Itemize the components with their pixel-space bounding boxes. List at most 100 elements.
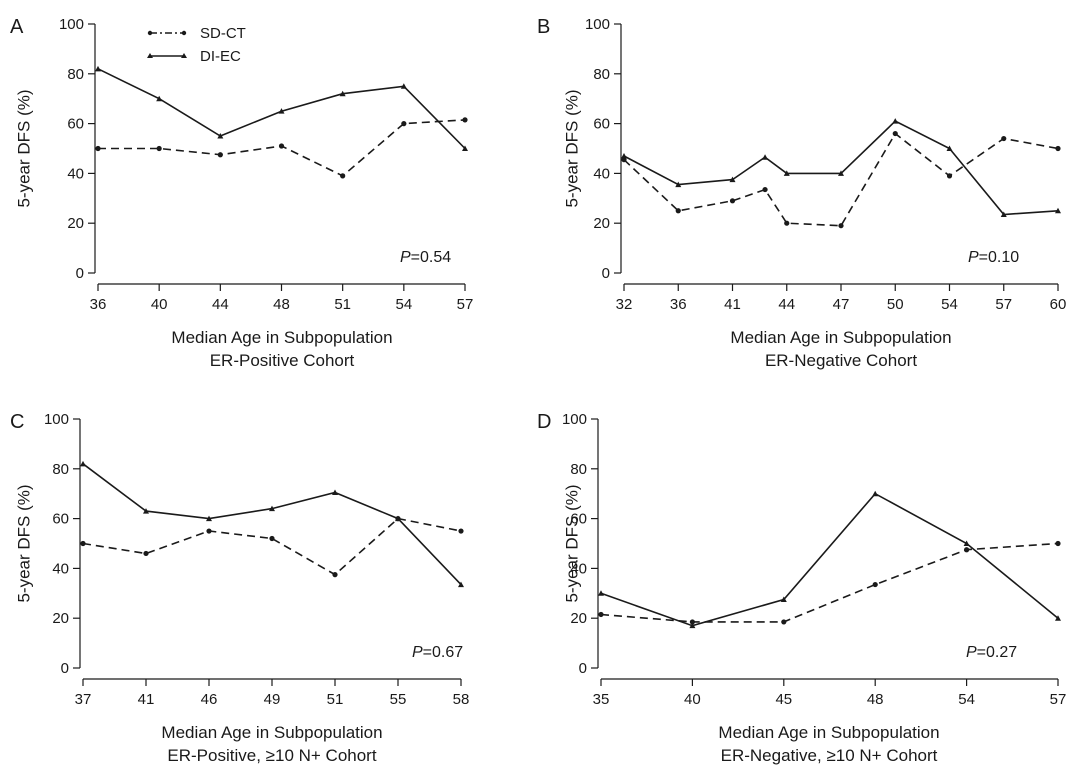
x-tick-label: 32 — [616, 296, 633, 313]
series-line-di-ec — [623, 120, 1059, 216]
y-axis-title: 5-year DFS (%) — [562, 89, 581, 207]
data-point-di-ec — [946, 145, 953, 151]
y-tick-label: 40 — [67, 165, 84, 182]
x-tick-label: 48 — [273, 296, 290, 313]
data-point-sd-ct — [401, 121, 407, 127]
x-tick-label: 47 — [833, 296, 850, 313]
data-point-di-ec — [1055, 207, 1061, 214]
data-point-di-ec — [458, 581, 464, 588]
y-tick-label: 20 — [570, 610, 587, 627]
x-tick-label: 51 — [327, 691, 344, 708]
data-point-di-ec — [892, 118, 899, 124]
x-axis-title-line-2: ER-Positive, ≥10 N+ Cohort — [167, 746, 376, 765]
x-tick-label: 40 — [151, 296, 168, 313]
x-axis-title-line-2: ER-Negative Cohort — [765, 351, 917, 370]
panel-c: C 0 20 40 60 80 100 37 41 46 49 51 55 58 5-year DFS (%… — [10, 411, 469, 765]
p-value-annotation: P=0.54 — [400, 249, 451, 266]
y-tick-label: 0 — [602, 265, 610, 282]
x-axis-title-line-2: ER-Positive Cohort — [210, 351, 355, 370]
data-point-sd-ct — [332, 572, 338, 578]
data-point-sd-ct — [729, 198, 736, 204]
x-tick-label: 54 — [941, 296, 958, 313]
x-tick-label: 54 — [395, 296, 412, 313]
series-line-sd-ct — [600, 542, 1059, 623]
y-tick-label: 60 — [593, 116, 610, 133]
data-point-sd-ct — [206, 528, 212, 534]
data-point-di-ec — [269, 505, 275, 512]
data-point-sd-ct — [946, 173, 953, 179]
legend-marker-sd-ct-right — [181, 30, 187, 36]
data-point-di-ec — [395, 515, 401, 522]
panel-letter: A — [10, 16, 24, 38]
x-tick-label: 58 — [453, 691, 470, 708]
y-tick-label: 60 — [570, 511, 587, 528]
data-point-di-ec — [206, 515, 212, 522]
y-tick-label: 0 — [579, 660, 587, 677]
panel-letter: B — [537, 16, 550, 38]
x-tick-label: 57 — [457, 296, 474, 313]
legend-marker-di-ec-left — [147, 53, 153, 58]
data-point-di-ec — [621, 152, 627, 159]
p-value-number: =0.27 — [977, 644, 1018, 661]
x-tick-label: 54 — [958, 691, 975, 708]
data-point-sd-ct — [156, 145, 162, 152]
data-point-di-ec — [80, 460, 86, 467]
y-tick-label: 80 — [52, 461, 69, 478]
data-point-sd-ct — [143, 550, 149, 557]
series-line-di-ec — [600, 492, 1059, 627]
y-axis-title: 5-year DFS (%) — [562, 484, 581, 602]
data-point-sd-ct — [217, 152, 223, 158]
x-tick-label: 55 — [390, 691, 407, 708]
panel-letter: C — [10, 411, 24, 433]
data-point-di-ec — [143, 508, 149, 514]
x-tick-label: 36 — [90, 296, 107, 313]
data-point-di-ec — [400, 83, 407, 89]
data-point-sd-ct — [598, 611, 604, 618]
data-point-sd-ct — [269, 535, 275, 542]
x-tick-label: 57 — [1050, 691, 1067, 708]
data-point-sd-ct — [689, 619, 696, 625]
y-tick-label: 20 — [52, 610, 69, 627]
series-line-sd-ct — [623, 132, 1059, 227]
x-tick-label: 44 — [212, 296, 229, 313]
data-point-sd-ct — [838, 223, 844, 229]
p-value-number: =0.67 — [423, 644, 464, 661]
legend: SD-CT DI-EC — [147, 25, 246, 65]
data-point-sd-ct — [872, 581, 878, 588]
p-value-annotation: P=0.10 — [968, 249, 1019, 266]
y-tick-label: 100 — [59, 16, 84, 33]
data-point-di-ec — [729, 176, 736, 183]
data-point-di-ec — [156, 95, 163, 102]
data-point-sd-ct — [1055, 540, 1061, 547]
x-tick-label: 49 — [264, 691, 281, 708]
y-tick-label: 40 — [593, 165, 610, 182]
data-point-di-ec — [278, 108, 285, 114]
y-tick-label: 40 — [52, 560, 69, 577]
data-point-sd-ct — [781, 619, 787, 625]
data-point-di-ec — [332, 489, 338, 495]
series-line-di-ec — [82, 463, 462, 586]
x-axis-title-line-2: ER-Negative, ≥10 N+ Cohort — [721, 746, 938, 765]
data-point-sd-ct — [462, 117, 468, 123]
data-point-sd-ct — [458, 528, 464, 534]
x-axis-title-line-1: Median Age in Subpopulation — [718, 723, 939, 742]
y-tick-label: 100 — [44, 411, 69, 428]
y-tick-label: 80 — [593, 66, 610, 83]
data-point-di-ec — [783, 170, 790, 176]
y-tick-label: 100 — [562, 411, 587, 428]
data-point-sd-ct — [675, 208, 681, 214]
data-point-sd-ct — [1055, 145, 1061, 152]
x-tick-label: 50 — [887, 296, 904, 313]
p-value-annotation: P=0.27 — [966, 644, 1017, 661]
x-tick-label: 46 — [201, 691, 218, 708]
legend-marker-di-ec-right — [181, 53, 187, 58]
x-tick-label: 35 — [593, 691, 610, 708]
legend-label-sd-ct: SD-CT — [200, 25, 246, 42]
data-point-sd-ct — [784, 220, 790, 226]
data-point-di-ec — [1000, 211, 1007, 217]
data-point-sd-ct — [95, 145, 101, 152]
data-point-di-ec — [462, 145, 468, 151]
x-tick-label: 60 — [1050, 296, 1067, 313]
x-tick-label: 57 — [995, 296, 1012, 313]
